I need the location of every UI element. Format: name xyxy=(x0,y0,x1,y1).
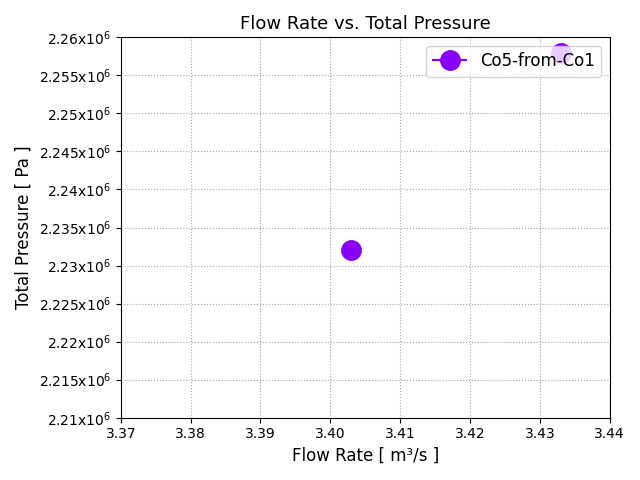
Y-axis label: Total Pressure [ Pa ]: Total Pressure [ Pa ] xyxy=(15,146,33,309)
Point xyxy=(556,48,566,56)
X-axis label: Flow Rate [ m³/s ]: Flow Rate [ m³/s ] xyxy=(292,447,439,465)
Point xyxy=(346,247,356,254)
Title: Flow Rate vs. Total Pressure: Flow Rate vs. Total Pressure xyxy=(240,15,491,33)
Legend: Co5-from-Co1: Co5-from-Co1 xyxy=(426,46,602,77)
